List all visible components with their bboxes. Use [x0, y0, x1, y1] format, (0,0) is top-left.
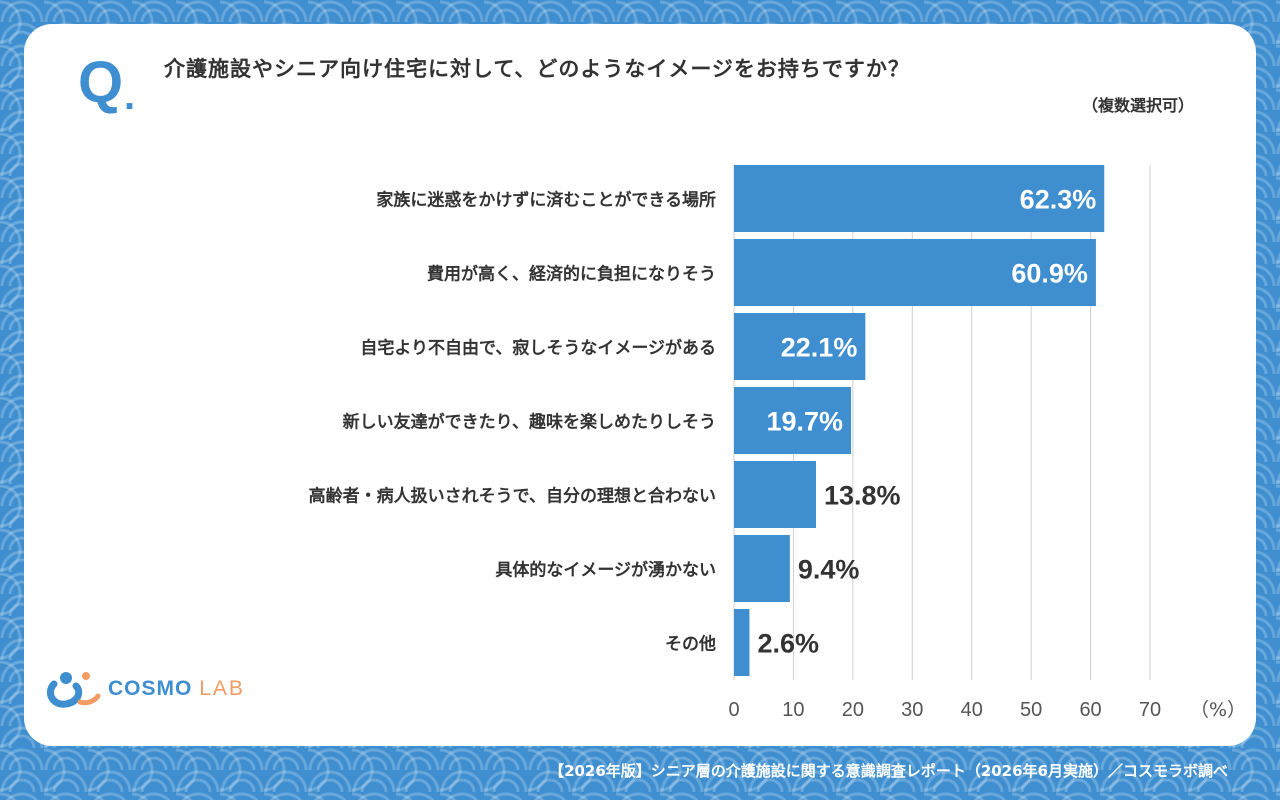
- x-tick-label: 40: [961, 699, 983, 721]
- x-tick-label: 0: [728, 699, 739, 721]
- bar: [734, 609, 750, 676]
- question-mark-dot: .: [124, 74, 136, 118]
- footer-source-caption: 【2026年版】シニア層の介護施設に関する意識調査レポート（2026年6月実施）…: [549, 762, 1228, 780]
- question-mark-label: Q: [78, 50, 124, 115]
- category-label: 自宅より不自由で、寂しそうなイメージがある: [360, 338, 716, 359]
- question-title: 介護施設やシニア向け住宅に対して、どのようなイメージをお持ちですか？: [164, 57, 910, 81]
- value-label: 62.3%: [1020, 185, 1097, 215]
- category-label: 高齢者・病人扱いされそうで、自分の理想と合わない: [309, 486, 716, 507]
- bar: [734, 387, 852, 454]
- x-tick-label: 60: [1079, 699, 1101, 721]
- bar: [734, 165, 1105, 232]
- value-label: 19.7%: [767, 407, 844, 437]
- value-label: 2.6%: [757, 629, 819, 659]
- bar: [734, 461, 817, 528]
- bar: [734, 313, 866, 380]
- value-label: 13.8%: [824, 481, 901, 511]
- multiple-choice-note: （複数選択可）: [1081, 96, 1194, 115]
- x-tick-label: 50: [1020, 699, 1042, 721]
- x-tick-label: 20: [842, 699, 864, 721]
- chart-card: [24, 24, 1256, 746]
- bar: [734, 535, 790, 602]
- category-label: その他: [665, 634, 716, 655]
- x-tick-label: 30: [901, 699, 923, 721]
- x-tick-label: 70: [1139, 699, 1161, 721]
- bar: [734, 239, 1096, 306]
- category-label: 新しい友達ができたり、趣味を楽しめたりしそう: [343, 412, 716, 433]
- cosmo-lab-logo-icon: [47, 672, 101, 708]
- x-tick-label: 10: [782, 699, 804, 721]
- category-label: 費用が高く、経済的に負担になりそう: [427, 264, 716, 285]
- category-label: 具体的なイメージが湧かない: [494, 560, 716, 581]
- x-axis-unit: （%）: [1190, 699, 1246, 721]
- value-label: 22.1%: [781, 333, 858, 363]
- category-label: 家族に迷惑をかけずに済むことができる場所: [376, 190, 716, 211]
- value-label: 60.9%: [1011, 259, 1088, 289]
- logo-wordmark: COSMO LAB: [108, 677, 245, 700]
- value-label: 9.4%: [798, 555, 860, 585]
